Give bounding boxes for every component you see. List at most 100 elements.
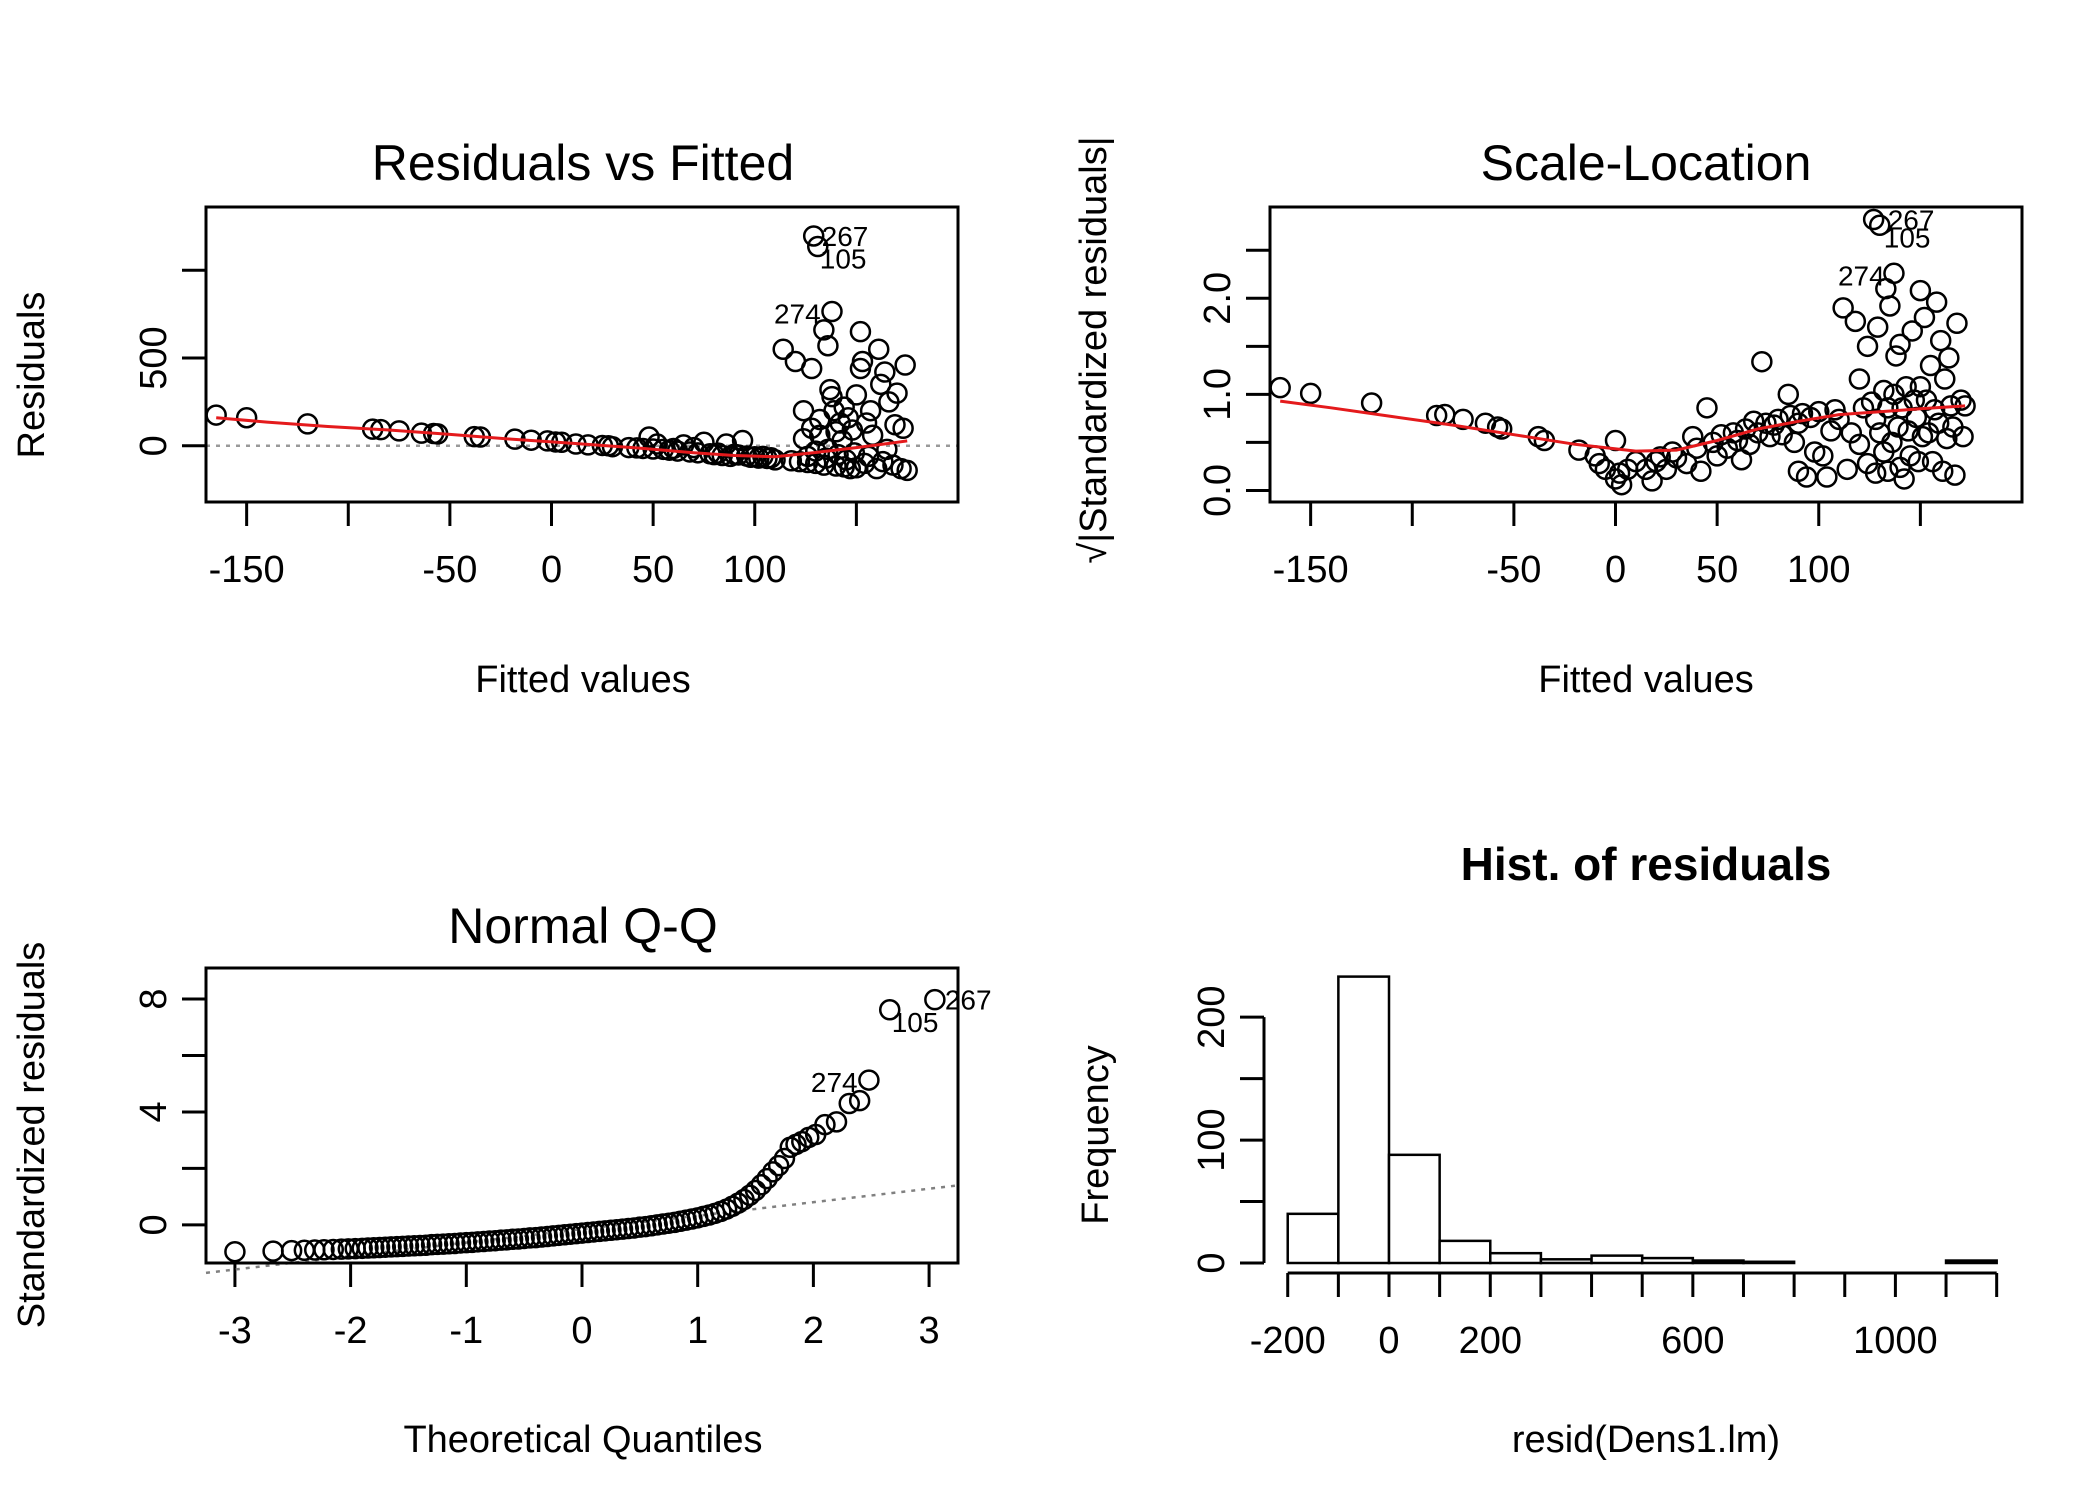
data-point xyxy=(1777,383,1800,406)
data-point xyxy=(1848,368,1871,390)
data-point xyxy=(351,1237,373,1260)
data-point xyxy=(1929,329,1952,352)
data-point xyxy=(1931,460,1954,483)
hist-of-residuals-panel: Hist. of residuals resid(Dens1.lm) Frequ… xyxy=(1075,838,1999,1461)
data-point xyxy=(1909,279,1932,302)
data-point xyxy=(1950,389,1972,411)
data-point xyxy=(859,399,882,422)
y-tick-label: 0 xyxy=(133,1214,175,1235)
data-point xyxy=(426,1233,449,1256)
data-point xyxy=(821,300,843,323)
data-point xyxy=(357,1237,379,1259)
data-point xyxy=(501,1228,524,1251)
x-tick-label: 1 xyxy=(687,1310,708,1352)
data-point xyxy=(1812,445,1834,467)
y-tick-label: 2.0 xyxy=(1197,272,1239,325)
data-point xyxy=(1856,335,1879,358)
data-point xyxy=(1836,458,1858,481)
data-point xyxy=(1816,466,1838,488)
data-point xyxy=(1824,399,1846,421)
data-point xyxy=(224,1240,246,1263)
data-point xyxy=(409,1234,431,1257)
data-point xyxy=(731,429,754,452)
data-point xyxy=(1755,412,1777,434)
data-point xyxy=(817,334,839,357)
data-point xyxy=(865,457,888,480)
scale-location-plot-frame xyxy=(1268,205,2024,504)
data-point xyxy=(1936,427,1958,450)
data-point xyxy=(1844,310,1867,333)
normal-qq-marks xyxy=(205,988,959,1275)
x-tick-label: -3 xyxy=(218,1310,252,1352)
data-point xyxy=(870,373,892,396)
data-point xyxy=(1889,456,1911,479)
data-point xyxy=(1909,375,1932,398)
scale-location-panel: Scale-Location Fitted values √|Standardi… xyxy=(1073,135,2024,701)
histogram-bar xyxy=(1691,1259,1745,1265)
data-point xyxy=(1901,320,1923,342)
residuals-vs-fitted-ylabel: Residuals xyxy=(11,292,53,459)
histogram-bar xyxy=(1590,1254,1644,1265)
point-label-274: 274 xyxy=(811,1067,858,1098)
data-point xyxy=(368,1236,391,1259)
data-point xyxy=(813,319,835,341)
residuals-vs-fitted-xlabel: Fitted values xyxy=(475,659,690,701)
x-tick-label: -150 xyxy=(209,549,285,591)
point-label-274: 274 xyxy=(1838,260,1885,291)
data-point xyxy=(1868,214,1891,237)
data-point xyxy=(397,1235,420,1257)
data-point xyxy=(1883,262,1905,285)
point-label-267: 267 xyxy=(945,985,992,1016)
histogram-bar xyxy=(1539,1258,1593,1265)
x-tick-label: -2 xyxy=(334,1310,368,1352)
x-tick-label: -50 xyxy=(422,549,477,591)
x-tick-label: 0 xyxy=(1378,1320,1399,1362)
y-tick-label: 4 xyxy=(133,1101,175,1122)
data-point xyxy=(1490,418,1513,440)
data-point xyxy=(1452,408,1474,431)
data-point xyxy=(886,382,908,404)
data-point xyxy=(814,1113,836,1136)
normal-qq-xlabel: Theoretical Quantiles xyxy=(403,1419,762,1461)
data-point xyxy=(438,1233,460,1255)
data-point xyxy=(280,1239,303,1262)
data-point xyxy=(924,988,946,1011)
histogram-bar xyxy=(1286,1212,1340,1265)
data-point xyxy=(449,1232,472,1254)
point-label-105: 105 xyxy=(1884,222,1931,253)
data-point xyxy=(455,1231,478,1254)
hist-of-residuals-title: Hist. of residuals xyxy=(1461,838,1832,890)
data-point xyxy=(1425,404,1448,427)
data-point xyxy=(646,433,668,455)
data-point xyxy=(432,1233,454,1255)
data-point xyxy=(380,1236,402,1258)
data-point xyxy=(894,354,916,376)
data-point xyxy=(519,1227,541,1249)
y-tick-label: 200 xyxy=(1191,985,1233,1048)
data-point xyxy=(1661,441,1684,463)
data-point xyxy=(851,350,874,373)
data-point xyxy=(420,1233,443,1256)
x-tick-label: 200 xyxy=(1459,1320,1522,1362)
data-point xyxy=(750,1174,773,1196)
histogram-bar xyxy=(1387,1153,1441,1265)
normal-qq-plot-frame xyxy=(204,966,960,1265)
data-point xyxy=(727,1192,749,1214)
histogram-bar xyxy=(1438,1239,1492,1265)
data-point xyxy=(374,1236,397,1258)
data-point xyxy=(878,999,901,1021)
x-tick-label: 2 xyxy=(803,1310,824,1352)
data-point xyxy=(858,1069,880,1091)
scale-location-marks xyxy=(1269,208,1976,496)
data-point xyxy=(1864,408,1887,431)
histogram-bar xyxy=(1944,1259,1998,1265)
x-tick-label: -200 xyxy=(1250,1320,1326,1362)
scale-location-ylabel: √|Standardized residuals| xyxy=(1073,136,1115,563)
data-point xyxy=(802,225,825,247)
data-point xyxy=(1944,464,1966,486)
data-point xyxy=(773,1147,796,1170)
y-tick-label: 500 xyxy=(133,326,175,389)
y-tick-label: 8 xyxy=(133,988,175,1009)
hist-of-residuals-marks xyxy=(1286,975,1998,1265)
data-point xyxy=(744,1179,767,1202)
